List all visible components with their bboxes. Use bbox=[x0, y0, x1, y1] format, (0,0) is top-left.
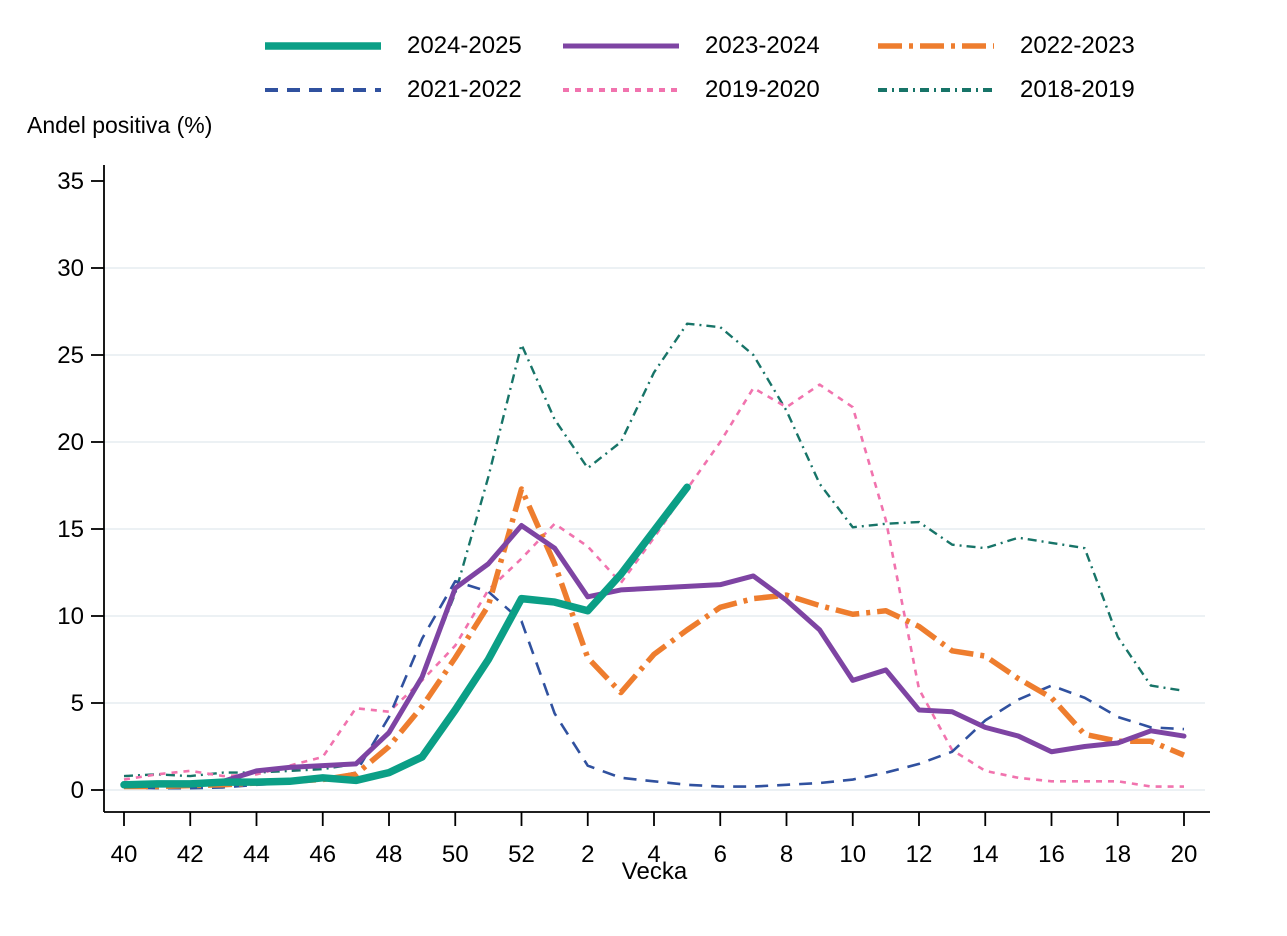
legend-item-2024-2025: 2024-2025 bbox=[265, 24, 522, 68]
x-tick-label: 44 bbox=[243, 841, 270, 868]
x-tick-label: 18 bbox=[1104, 841, 1131, 868]
x-tick-label: 16 bbox=[1038, 841, 1065, 868]
legend-swatch-icon bbox=[563, 88, 679, 92]
legend-label: 2023-2024 bbox=[705, 32, 820, 59]
x-tick-label: 2 bbox=[581, 841, 594, 868]
y-axis-title: Andel positiva (%) bbox=[27, 112, 213, 138]
legend-label: 2022-2023 bbox=[1020, 32, 1135, 59]
legend-row: 2024-2025 2023-2024 2022-2023 bbox=[0, 24, 1287, 68]
legend-item-2023-2024: 2023-2024 bbox=[563, 24, 820, 68]
x-tick-label: 6 bbox=[714, 841, 727, 868]
x-tick-label: 42 bbox=[177, 841, 204, 868]
legend-swatch-icon bbox=[878, 43, 994, 49]
x-tick-label: 50 bbox=[442, 841, 469, 868]
y-tick-label: 10 bbox=[57, 603, 84, 630]
x-tick-label: 10 bbox=[839, 841, 866, 868]
x-tick-label: 14 bbox=[972, 841, 999, 868]
legend-row: 2021-2022 2019-2020 2018-2019 bbox=[0, 68, 1287, 112]
x-tick-label: 48 bbox=[376, 841, 403, 868]
series-line-2023-2024 bbox=[121, 523, 1187, 788]
x-tick-label: 8 bbox=[780, 841, 793, 868]
y-tick-label: 0 bbox=[71, 777, 84, 804]
legend-swatch-icon bbox=[878, 88, 994, 92]
x-tick-label: 20 bbox=[1171, 841, 1198, 868]
y-tick-label: 15 bbox=[57, 516, 84, 543]
series-line-2024-2025 bbox=[120, 483, 691, 789]
legend-label: 2018-2019 bbox=[1020, 76, 1135, 103]
y-tick-label: 5 bbox=[71, 690, 84, 717]
legend-item-2021-2022: 2021-2022 bbox=[265, 68, 522, 112]
legend-swatch-icon bbox=[563, 43, 679, 49]
legend: 2024-2025 2023-2024 2022-2023 2021-2022 2019… bbox=[0, 24, 1287, 112]
legend-label: 2024-2025 bbox=[407, 32, 522, 59]
x-tick-label: 40 bbox=[111, 841, 138, 868]
legend-item-2022-2023: 2022-2023 bbox=[878, 24, 1135, 68]
legend-label: 2019-2020 bbox=[705, 76, 820, 103]
series-line-2018-2019 bbox=[123, 322, 1185, 778]
y-tick-label: 30 bbox=[57, 255, 84, 282]
x-axis-title: Vecka bbox=[621, 858, 688, 885]
legend-item-2018-2019: 2018-2019 bbox=[878, 68, 1135, 112]
legend-item-2019-2020: 2019-2020 bbox=[563, 68, 820, 112]
legend-swatch-icon bbox=[265, 42, 381, 50]
y-tick-label: 35 bbox=[57, 168, 84, 195]
series-line-2019-2020 bbox=[123, 383, 1184, 788]
x-tick-label: 46 bbox=[309, 841, 336, 868]
legend-label: 2021-2022 bbox=[407, 76, 522, 103]
y-tick-label: 25 bbox=[57, 342, 84, 369]
x-tick-label: 12 bbox=[906, 841, 933, 868]
y-tick-label: 20 bbox=[57, 429, 84, 456]
x-tick-label: 52 bbox=[508, 841, 535, 868]
legend-swatch-icon bbox=[265, 88, 381, 92]
x-tick-label: 4 bbox=[647, 841, 660, 868]
